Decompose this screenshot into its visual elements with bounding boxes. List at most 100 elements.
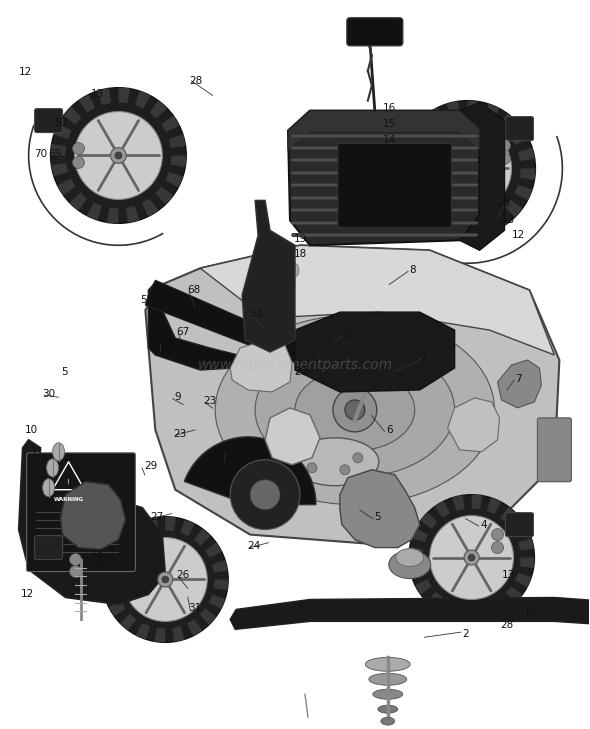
Text: 9: 9 [174,392,181,402]
Text: 23: 23 [203,396,217,406]
Wedge shape [499,114,516,132]
Circle shape [400,101,536,236]
Circle shape [424,125,512,212]
Wedge shape [136,623,150,639]
Text: 18: 18 [294,249,307,259]
Wedge shape [109,601,126,617]
Polygon shape [448,398,500,452]
Text: 22: 22 [224,445,237,456]
Wedge shape [181,520,195,536]
Wedge shape [161,116,179,132]
Text: !: ! [67,479,70,485]
Wedge shape [514,185,532,200]
Text: www.replacementparts.com: www.replacementparts.com [198,357,392,372]
Polygon shape [340,469,419,547]
Wedge shape [515,573,532,587]
Wedge shape [119,87,130,104]
Wedge shape [103,586,119,599]
FancyBboxPatch shape [292,133,477,138]
Text: 28: 28 [93,555,106,564]
Wedge shape [54,124,71,139]
Wedge shape [512,521,528,536]
Wedge shape [442,601,457,617]
FancyBboxPatch shape [27,453,135,572]
Wedge shape [51,163,68,176]
FancyBboxPatch shape [292,184,477,187]
Text: 2: 2 [463,628,469,639]
Circle shape [333,388,377,432]
Circle shape [499,139,510,152]
Wedge shape [205,542,222,558]
Circle shape [115,152,122,159]
Wedge shape [409,547,423,558]
Wedge shape [64,106,81,125]
Text: 12: 12 [19,67,32,77]
Text: 14: 14 [382,136,396,146]
Wedge shape [471,495,483,510]
Wedge shape [194,529,211,545]
Wedge shape [436,215,451,233]
Wedge shape [169,135,186,148]
Text: 69: 69 [48,149,61,159]
Circle shape [162,576,169,583]
Text: 4: 4 [480,520,487,529]
Circle shape [73,143,84,155]
Text: 12: 12 [524,607,537,617]
Wedge shape [510,128,529,145]
Polygon shape [288,111,480,245]
Ellipse shape [369,674,407,685]
Wedge shape [97,88,111,105]
FancyBboxPatch shape [292,158,477,163]
Wedge shape [520,558,535,569]
Text: 52: 52 [342,329,355,339]
Wedge shape [506,586,522,603]
FancyBboxPatch shape [338,144,451,227]
Wedge shape [129,523,144,540]
Wedge shape [409,564,425,577]
Wedge shape [106,550,122,564]
Wedge shape [412,528,428,542]
Wedge shape [214,580,228,590]
Circle shape [464,550,479,565]
Ellipse shape [47,459,58,477]
Wedge shape [484,104,499,122]
Circle shape [499,152,510,165]
Circle shape [460,160,476,176]
Ellipse shape [378,705,398,713]
Text: 23: 23 [173,429,187,439]
FancyBboxPatch shape [292,146,477,150]
Circle shape [73,157,84,168]
Circle shape [158,572,173,587]
Polygon shape [295,312,455,392]
Wedge shape [155,187,173,204]
Wedge shape [142,198,158,217]
FancyBboxPatch shape [35,109,63,133]
Ellipse shape [365,658,410,671]
Text: 13: 13 [502,570,514,580]
Circle shape [250,480,280,510]
Text: 5: 5 [61,367,68,377]
Circle shape [491,542,503,553]
Polygon shape [230,598,590,629]
Circle shape [103,517,228,642]
FancyBboxPatch shape [292,171,477,175]
Wedge shape [70,192,87,211]
Text: 27: 27 [150,512,163,522]
Text: 17: 17 [371,185,384,195]
Circle shape [409,495,535,620]
Polygon shape [460,103,504,250]
FancyBboxPatch shape [292,221,477,225]
Circle shape [123,537,207,621]
Wedge shape [149,101,167,119]
Wedge shape [209,595,225,609]
Wedge shape [504,200,523,217]
Wedge shape [401,176,417,190]
Wedge shape [172,626,185,642]
Wedge shape [493,597,509,614]
Circle shape [430,515,513,599]
Wedge shape [120,614,136,631]
Wedge shape [212,560,228,572]
Circle shape [110,147,126,163]
Polygon shape [148,282,238,370]
Polygon shape [145,245,559,545]
